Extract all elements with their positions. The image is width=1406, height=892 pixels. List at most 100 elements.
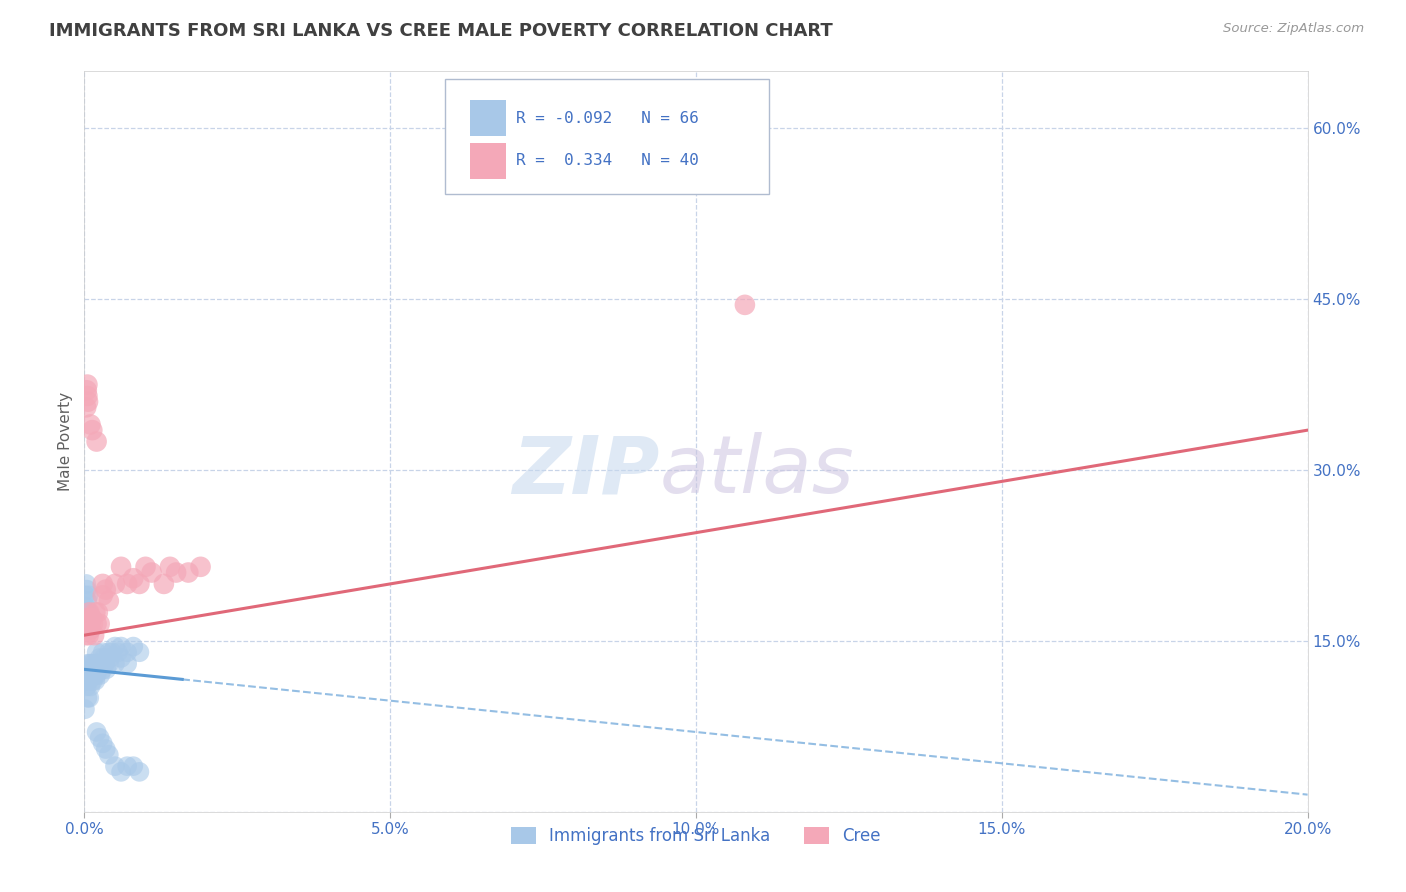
Point — [94, 657, 117, 671]
Point — [77, 606, 100, 620]
Point — [80, 657, 103, 671]
Point — [75, 628, 97, 642]
Point — [97, 594, 120, 608]
Point — [77, 628, 100, 642]
Point — [86, 616, 108, 631]
Point — [89, 616, 111, 631]
Point — [177, 566, 200, 580]
Point — [86, 725, 108, 739]
Point — [76, 384, 98, 398]
Point — [159, 559, 181, 574]
Y-axis label: Male Poverty: Male Poverty — [58, 392, 73, 491]
Point — [190, 559, 212, 574]
Point — [128, 764, 150, 779]
Point — [135, 559, 157, 574]
Text: Source: ZipAtlas.com: Source: ZipAtlas.com — [1223, 22, 1364, 36]
Point — [89, 731, 111, 745]
Bar — [470, 100, 506, 136]
Point — [141, 566, 163, 580]
Point — [80, 623, 103, 637]
Point — [76, 611, 98, 625]
Text: ZIP: ZIP — [512, 432, 659, 510]
Point — [73, 588, 96, 602]
Point — [76, 582, 98, 597]
Text: R = -0.092   N = 66: R = -0.092 N = 66 — [516, 111, 699, 126]
Point — [77, 616, 100, 631]
Point — [107, 645, 129, 659]
Point — [82, 616, 104, 631]
Point — [115, 577, 138, 591]
Point — [97, 657, 120, 671]
Point — [75, 668, 97, 682]
Text: IMMIGRANTS FROM SRI LANKA VS CREE MALE POVERTY CORRELATION CHART: IMMIGRANTS FROM SRI LANKA VS CREE MALE P… — [49, 22, 832, 40]
Point — [86, 668, 108, 682]
Point — [91, 662, 114, 676]
Point — [77, 588, 100, 602]
Point — [83, 668, 105, 682]
Point — [79, 657, 101, 671]
Point — [76, 611, 98, 625]
Point — [75, 673, 97, 688]
Point — [94, 582, 117, 597]
Point — [87, 662, 110, 676]
Point — [76, 623, 98, 637]
Point — [82, 611, 104, 625]
Point — [79, 623, 101, 637]
Point — [83, 628, 105, 642]
Point — [82, 673, 104, 688]
Point — [91, 736, 114, 750]
Point — [83, 662, 105, 676]
Point — [115, 645, 138, 659]
Point — [122, 759, 145, 773]
Point — [115, 657, 138, 671]
Point — [115, 759, 138, 773]
Point — [79, 417, 101, 432]
Point — [104, 640, 127, 654]
Point — [110, 559, 132, 574]
Legend: Immigrants from Sri Lanka, Cree: Immigrants from Sri Lanka, Cree — [505, 820, 887, 852]
Point — [79, 616, 101, 631]
Point — [77, 606, 100, 620]
Point — [80, 611, 103, 625]
Point — [122, 640, 145, 654]
Point — [79, 662, 101, 676]
Point — [79, 680, 101, 694]
Point — [87, 606, 110, 620]
Point — [89, 651, 111, 665]
Point — [82, 423, 104, 437]
Point — [101, 645, 124, 659]
Point — [75, 599, 97, 614]
Point — [76, 377, 98, 392]
Text: R =  0.334   N = 40: R = 0.334 N = 40 — [516, 153, 699, 169]
Point — [77, 690, 100, 705]
Point — [77, 394, 100, 409]
Point — [90, 657, 112, 671]
Point — [75, 577, 97, 591]
Point — [104, 577, 127, 591]
Point — [83, 657, 105, 671]
Point — [76, 680, 98, 694]
Point — [96, 662, 118, 676]
Point — [86, 645, 108, 659]
Point — [110, 640, 132, 654]
FancyBboxPatch shape — [446, 78, 769, 194]
Point — [91, 645, 114, 659]
Point — [77, 606, 100, 620]
Point — [84, 673, 107, 688]
Point — [84, 606, 107, 620]
Point — [128, 577, 150, 591]
Point — [77, 668, 100, 682]
Point — [86, 434, 108, 449]
Point — [76, 389, 98, 403]
Point — [97, 645, 120, 659]
Text: atlas: atlas — [659, 432, 853, 510]
Point — [76, 690, 98, 705]
Point — [128, 645, 150, 659]
Point — [104, 759, 127, 773]
Point — [153, 577, 176, 591]
Point — [89, 668, 111, 682]
Point — [93, 651, 115, 665]
Point — [82, 668, 104, 682]
Point — [98, 651, 121, 665]
Point — [91, 577, 114, 591]
